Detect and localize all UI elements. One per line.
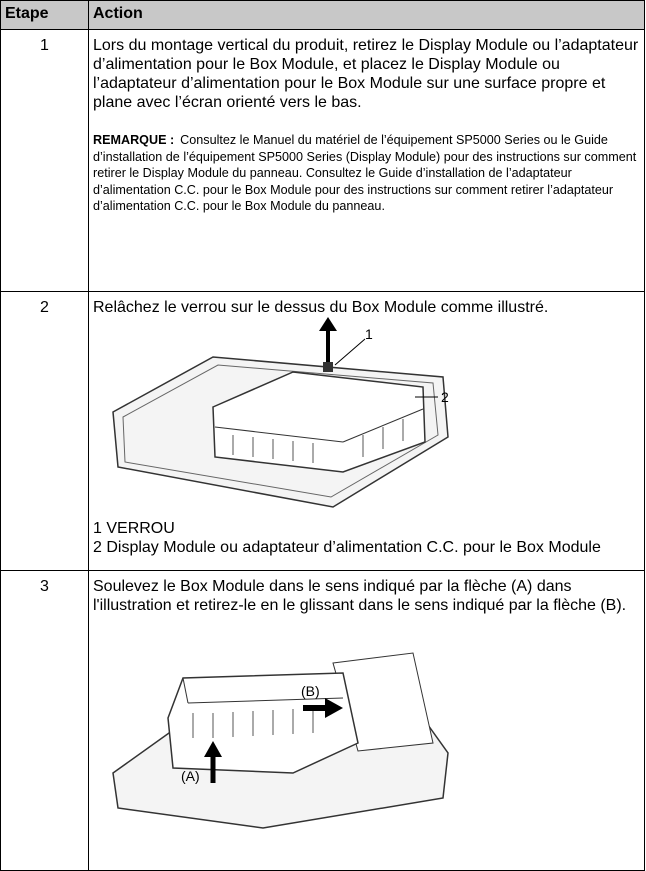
callout: 2 xyxy=(441,389,449,405)
header-cell: Action xyxy=(88,0,645,30)
header-row: Etape Action xyxy=(0,0,645,30)
action-text: Relâchez le verrou sur le dessus du Box … xyxy=(93,299,549,316)
step-number: 3 xyxy=(0,570,89,871)
action-cell: Relâchez le verrou sur le dessus du Box … xyxy=(88,291,645,571)
note-label: REMARQUE : xyxy=(93,133,175,147)
row: 3 Soulevez le Box Module dans le sens in… xyxy=(0,570,645,871)
row: 2 Relâchez le verrou sur le dessus du Bo… xyxy=(0,291,645,571)
callout: (A) xyxy=(181,768,200,784)
legend-item: 2 Display Module ou adaptateur d’aliment… xyxy=(93,539,601,556)
legend-item: 1 VERROU xyxy=(93,520,175,537)
action-text: Lors du montage vertical du produit, ret… xyxy=(93,37,639,111)
callout: 1 xyxy=(365,326,373,342)
header-cell: Etape xyxy=(0,0,89,30)
action-cell: Lors du montage vertical du produit, ret… xyxy=(88,29,645,292)
note-text: Consultez le Manuel du matériel de l’équ… xyxy=(93,133,637,213)
step-number: 1 xyxy=(0,29,89,292)
step-number: 2 xyxy=(0,291,89,571)
illustration: 1 2 xyxy=(112,317,449,508)
row: 1 Lors du montage vertical du produit, r… xyxy=(0,29,645,292)
note: REMARQUE : Consultez le Manuel du matérie… xyxy=(93,132,640,215)
action-text: Soulevez le Box Module dans le sens indi… xyxy=(93,578,627,614)
callout: (B) xyxy=(301,683,320,699)
action-cell: Soulevez le Box Module dans le sens indi… xyxy=(88,570,645,871)
illustration: (A) (B) xyxy=(112,652,449,829)
